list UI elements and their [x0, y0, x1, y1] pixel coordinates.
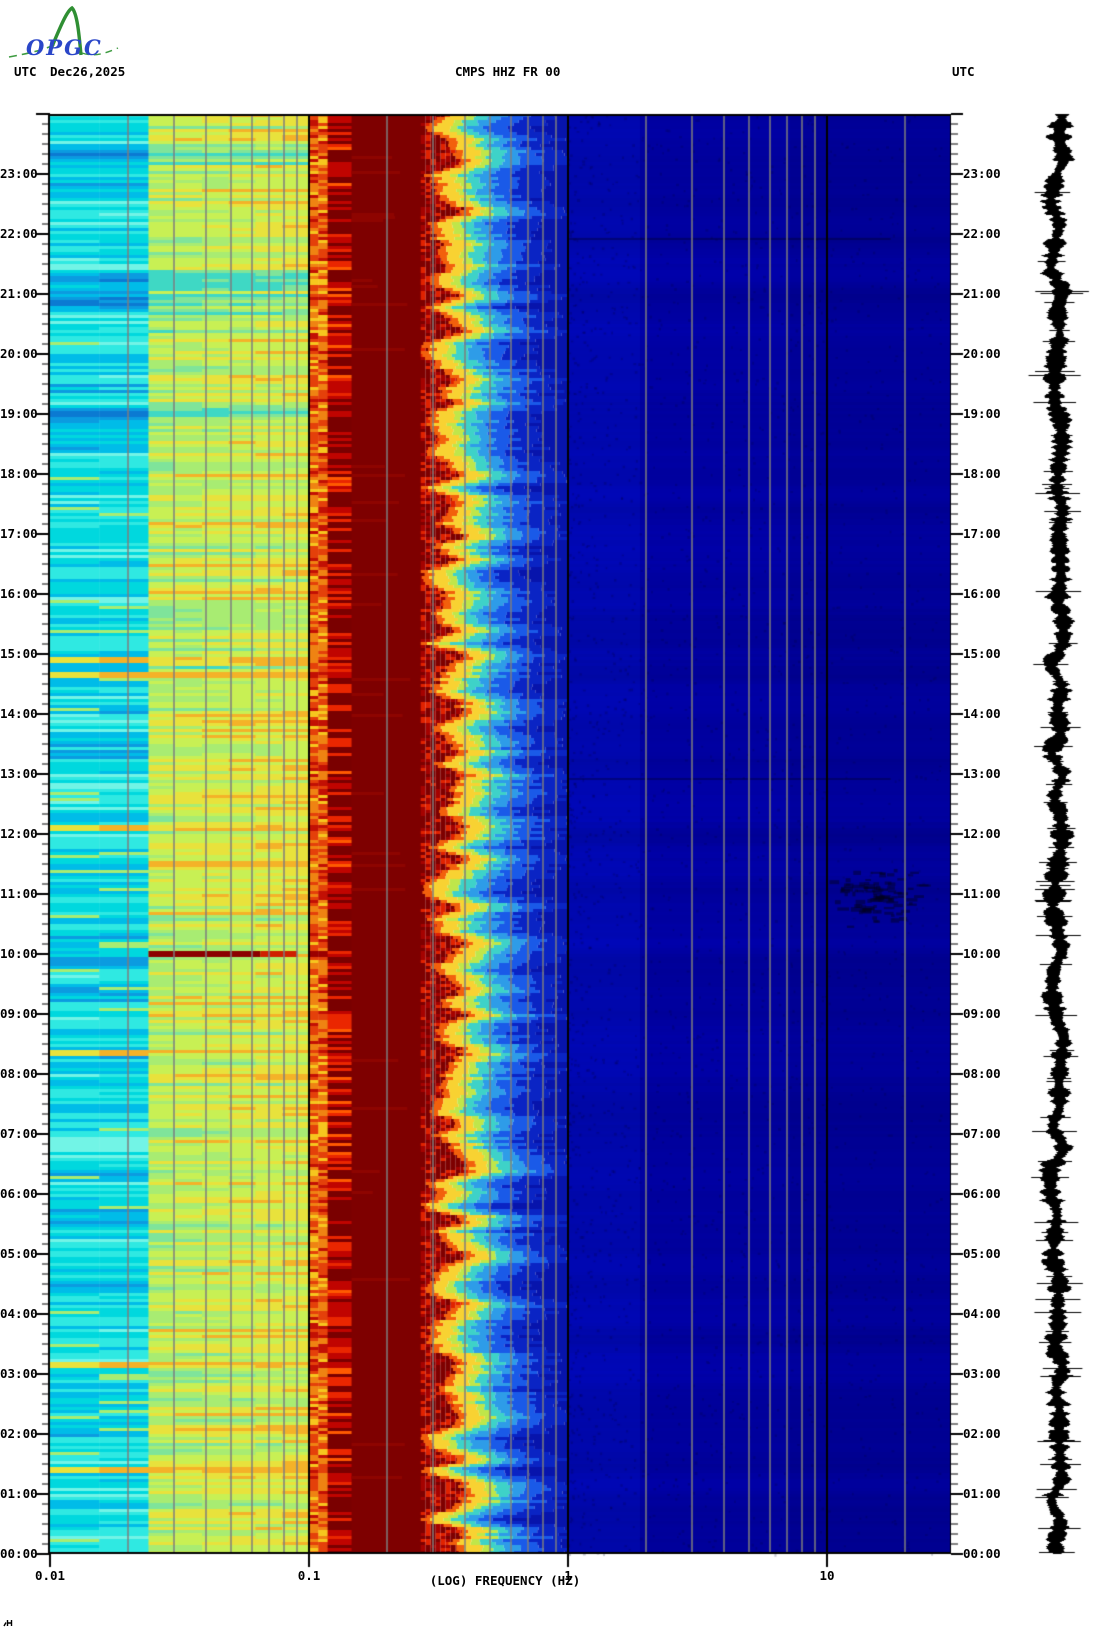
x-tick-label: 10 — [819, 1568, 835, 1583]
hour-label-right: 03:00 — [963, 1366, 1001, 1381]
hour-label-left: 06:00 — [0, 1186, 38, 1201]
hour-label-left: 14:00 — [0, 706, 38, 721]
corner-artifact — [3, 1620, 13, 1627]
logo-mountain-peak-icon — [49, 5, 83, 56]
hour-label-left: 12:00 — [0, 826, 38, 841]
hour-label-right: 18:00 — [963, 466, 1001, 481]
hour-label-left: 01:00 — [0, 1486, 38, 1501]
hour-label-right: 08:00 — [963, 1066, 1001, 1081]
hour-label-right: 23:00 — [963, 166, 1001, 181]
hour-label-right: 20:00 — [963, 346, 1001, 361]
hour-label-left: 05:00 — [0, 1246, 38, 1261]
header-utc-right: UTC — [952, 64, 975, 79]
hour-label-right: 02:00 — [963, 1426, 1001, 1441]
header-date: Dec26,2025 — [50, 64, 126, 79]
hour-label-right: 22:00 — [963, 226, 1001, 241]
hour-label-right: 14:00 — [963, 706, 1001, 721]
plot-title: CMPS HHZ FR 00 — [455, 64, 561, 79]
hour-label-right: 13:00 — [963, 766, 1001, 781]
hour-label-right: 21:00 — [963, 286, 1001, 301]
x-tick-label: 0.1 — [297, 1568, 321, 1583]
hour-label-left: 00:00 — [0, 1546, 38, 1561]
x-tick-label: 1 — [564, 1568, 572, 1583]
hour-label-right: 07:00 — [963, 1126, 1001, 1141]
hour-label-left: 08:00 — [0, 1066, 38, 1081]
hour-label-right: 09:00 — [963, 1006, 1001, 1021]
hour-label-left: 11:00 — [0, 886, 38, 901]
hour-label-left: 23:00 — [0, 166, 38, 181]
hour-label-right: 15:00 — [963, 646, 1001, 661]
hour-label-right: 12:00 — [963, 826, 1001, 841]
hour-label-right: 01:00 — [963, 1486, 1001, 1501]
hour-label-right: 11:00 — [963, 886, 1001, 901]
x-tick-label: 0.01 — [34, 1568, 66, 1583]
header-utc-left: UTC — [14, 64, 37, 79]
logo-mountain-right-dash-icon — [81, 47, 119, 56]
hour-label-left: 15:00 — [0, 646, 38, 661]
hour-label-right: 17:00 — [963, 526, 1001, 541]
hour-label-left: 20:00 — [0, 346, 38, 361]
hour-label-left: 13:00 — [0, 766, 38, 781]
hour-label-left: 16:00 — [0, 586, 38, 601]
hour-label-left: 22:00 — [0, 226, 38, 241]
opgc-logo: OPGC — [8, 5, 119, 60]
hour-label-left: 04:00 — [0, 1306, 38, 1321]
hour-label-left: 03:00 — [0, 1366, 38, 1381]
hour-label-right: 19:00 — [963, 406, 1001, 421]
logo-text: OPGC — [26, 35, 103, 60]
hour-label-left: 09:00 — [0, 1006, 38, 1021]
hour-label-left: 17:00 — [0, 526, 38, 541]
hour-label-left: 02:00 — [0, 1426, 38, 1441]
hour-label-right: 16:00 — [963, 586, 1001, 601]
hour-label-left: 18:00 — [0, 466, 38, 481]
hour-label-left: 10:00 — [0, 946, 38, 961]
hour-label-right: 04:00 — [963, 1306, 1001, 1321]
hour-label-left: 19:00 — [0, 406, 38, 421]
hour-label-right: 10:00 — [963, 946, 1001, 961]
hour-label-right: 00:00 — [963, 1546, 1001, 1561]
hour-label-left: 07:00 — [0, 1126, 38, 1141]
x-axis-label: (LOG) FREQUENCY (HZ) — [429, 1573, 581, 1588]
hour-label-right: 05:00 — [963, 1246, 1001, 1261]
hour-label-left: 21:00 — [0, 286, 38, 301]
hour-label-right: 06:00 — [963, 1186, 1001, 1201]
